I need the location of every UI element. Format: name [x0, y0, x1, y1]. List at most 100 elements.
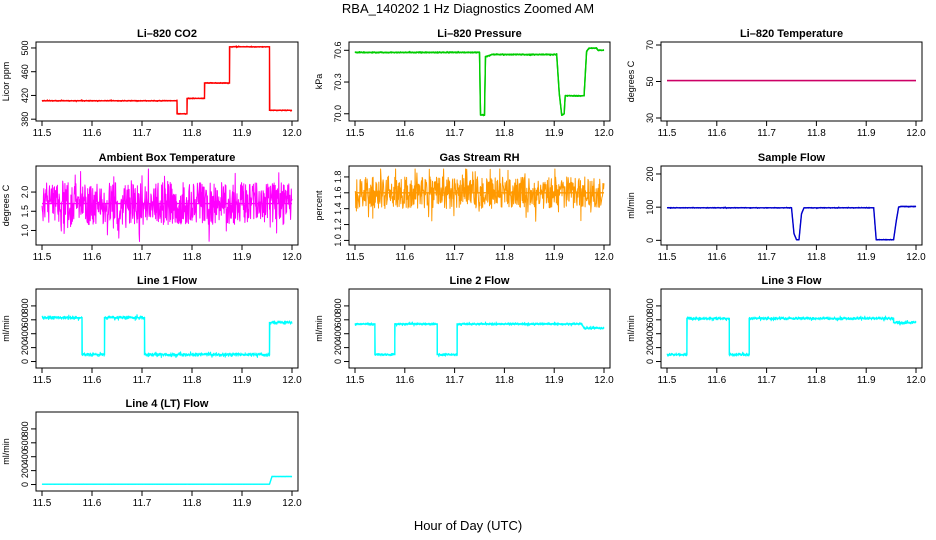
- y-tick-label: 800: [20, 298, 30, 313]
- y-tick-label: 200: [20, 340, 30, 355]
- x-tick-label: 11.6: [83, 375, 102, 386]
- x-tick-label: 11.8: [495, 128, 514, 139]
- y-tick-label: 0: [645, 238, 655, 243]
- x-tick-label: 11.7: [133, 375, 152, 386]
- x-tick-label: 11.9: [545, 128, 564, 139]
- x-tick-label: 11.9: [545, 375, 564, 386]
- panel-title: Line 2 Flow: [450, 275, 510, 287]
- x-tick-label: 11.9: [233, 375, 252, 386]
- y-tick-label: 400: [333, 326, 343, 341]
- chart-panel-1: Li–820 CO2 Licor ppm 11.5 11.6 11.7 11.8 11.9 1…: [1, 28, 302, 139]
- x-tick-label: 11.7: [133, 498, 152, 509]
- y-axis-label: ml/min: [314, 315, 324, 342]
- y-tick-label: 0: [20, 482, 30, 487]
- y-tick-label: 1.4: [333, 202, 343, 215]
- y-tick-label: 400: [20, 449, 30, 464]
- x-tick-label: 11.8: [183, 498, 202, 509]
- series-steps: [667, 317, 916, 356]
- plot-frame: [35, 41, 299, 122]
- figure-title: RBA_140202 1 Hz Diagnostics Zoomed AM: [341, 1, 595, 16]
- x-tick-label: 11.7: [133, 128, 152, 139]
- x-tick-label: 11.6: [395, 375, 414, 386]
- x-tick-label: 11.9: [233, 252, 252, 263]
- x-tick-label: 11.9: [233, 498, 252, 509]
- x-tick-label: 11.9: [857, 252, 876, 263]
- x-tick-label: 11.5: [33, 252, 52, 263]
- panel-title: Gas Stream RH: [439, 152, 519, 164]
- chart-panel-3: Li–820 Temperature degrees C 11.5 11.6 11.7 1…: [626, 28, 926, 139]
- x-tick-label: 11.6: [83, 128, 102, 139]
- x-tick-label: 11.6: [395, 128, 414, 139]
- plot-frame: [35, 165, 299, 246]
- x-tick-label: 11.9: [857, 128, 876, 139]
- x-axis-caption: Hour of Day (UTC): [413, 518, 523, 533]
- x-tick-label: 11.6: [707, 375, 726, 386]
- x-tick-label: 12.0: [906, 375, 926, 386]
- x-tick-label: 11.8: [183, 252, 202, 263]
- y-tick-label: 380: [20, 112, 30, 127]
- y-tick-label: 600: [645, 312, 655, 327]
- chart-panel-6: Sample Flow ml/min 11.5 11.6 11.7 11.8 11.9 12.…: [626, 152, 926, 263]
- x-tick-label: 12.0: [906, 128, 926, 139]
- x-tick-label: 11.5: [33, 375, 52, 386]
- y-tick-label: 600: [20, 435, 30, 450]
- y-tick-label: 500: [20, 40, 30, 55]
- x-tick-label: 12.0: [282, 252, 302, 263]
- series-line: [41, 168, 293, 242]
- y-tick-label: 200: [20, 463, 30, 478]
- x-tick-label: 11.6: [83, 252, 102, 263]
- x-tick-label: 11.7: [757, 375, 776, 386]
- chart-panel-2: Li–820 Pressure kPa 11.5 11.6 11.7 11.8 11.9 12…: [314, 28, 614, 139]
- series-steps: [355, 323, 604, 356]
- x-tick-label: 11.7: [757, 128, 776, 139]
- plot-frame: [348, 288, 611, 369]
- x-tick-label: 11.5: [658, 128, 677, 139]
- y-tick-label: 460: [20, 64, 30, 79]
- y-tick-label: 70.6: [333, 42, 343, 60]
- x-tick-label: 11.8: [807, 128, 826, 139]
- y-axis-label: ml/min: [1, 438, 11, 465]
- x-tick-label: 11.9: [857, 375, 876, 386]
- y-tick-label: 2.0: [20, 186, 30, 199]
- x-tick-label: 11.8: [495, 375, 514, 386]
- x-tick-label: 11.7: [133, 252, 152, 263]
- x-tick-label: 11.5: [33, 128, 52, 139]
- x-tick-label: 11.6: [707, 252, 726, 263]
- y-tick-label: 400: [645, 326, 655, 341]
- y-tick-label: 30: [645, 113, 655, 123]
- series-line: [666, 315, 917, 357]
- y-tick-label: 100: [645, 200, 655, 215]
- y-tick-label: 200: [645, 340, 655, 355]
- x-tick-label: 11.9: [233, 128, 252, 139]
- x-tick-label: 11.8: [807, 375, 826, 386]
- y-tick-label: 1.8: [333, 171, 343, 184]
- chart-panel-5: Gas Stream RH percent 11.5 11.6 11.7 11.8 11.9…: [314, 152, 614, 263]
- x-tick-label: 11.6: [395, 252, 414, 263]
- x-tick-label: 11.5: [346, 252, 365, 263]
- y-tick-label: 0: [333, 359, 343, 364]
- chart-panel-8: Line 2 Flow ml/min 11.5 11.6 11.7 11.8 11.9 12.…: [314, 275, 614, 386]
- y-axis-label: ml/min: [626, 192, 636, 219]
- y-tick-label: 70.3: [333, 73, 343, 91]
- chart-panel-4: Ambient Box Temperature degrees C 11.5 11.6…: [1, 152, 302, 263]
- panel-title: Line 3 Flow: [762, 275, 822, 287]
- panel-title: Sample Flow: [758, 152, 826, 164]
- chart-panel-7: Line 1 Flow ml/min 11.5 11.6 11.7 11.8 11.9 12.…: [1, 275, 302, 386]
- y-tick-label: 600: [20, 312, 30, 327]
- x-tick-label: 11.5: [346, 128, 365, 139]
- x-tick-label: 11.8: [183, 128, 202, 139]
- panel-title: Line 1 Flow: [137, 275, 197, 287]
- x-tick-label: 11.7: [445, 128, 464, 139]
- y-tick-label: 1.0: [20, 224, 30, 237]
- y-axis-label: degrees C: [1, 184, 11, 226]
- y-tick-label: 200: [333, 340, 343, 355]
- series-line: [41, 45, 293, 115]
- y-axis-label: ml/min: [626, 315, 636, 342]
- plot-frame: [35, 411, 299, 492]
- series-line: [41, 475, 293, 485]
- panel-title: Li–820 CO2: [137, 28, 197, 40]
- x-tick-label: 11.5: [658, 375, 677, 386]
- x-tick-label: 11.7: [445, 252, 464, 263]
- plot-frame: [348, 41, 611, 122]
- x-tick-label: 11.6: [707, 128, 726, 139]
